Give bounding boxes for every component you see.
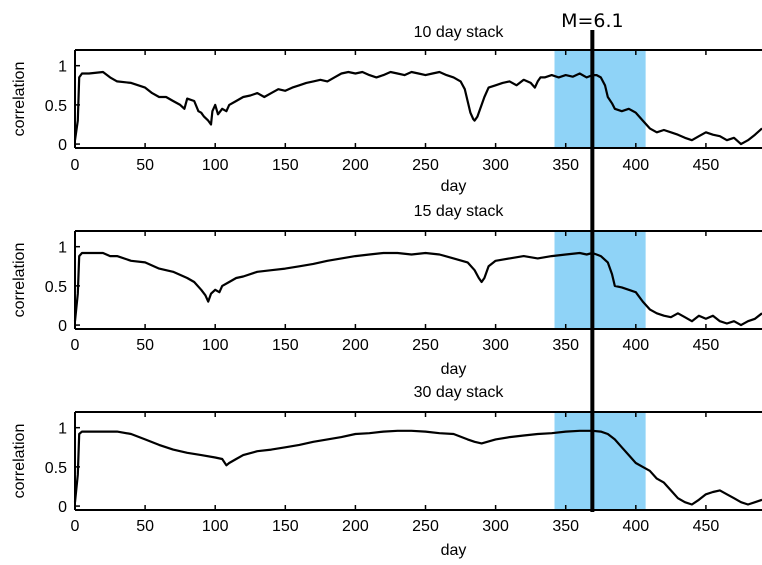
x-tick-label: 0 (71, 157, 80, 174)
y-tick-label: 0.5 (45, 279, 67, 296)
x-tick-label: 300 (482, 157, 509, 174)
y-tick-label: 1 (58, 421, 67, 438)
x-tick-label: 0 (71, 337, 80, 354)
panel-title: 30 day stack (414, 384, 505, 401)
x-tick-label: 150 (272, 337, 299, 354)
x-tick-label: 0 (71, 518, 80, 535)
event-label: M=6.1 (561, 10, 624, 32)
x-tick-label: 450 (693, 337, 720, 354)
x-tick-label: 150 (272, 157, 299, 174)
y-tick-label: 0 (58, 499, 67, 516)
series-line (73, 429, 762, 506)
x-tick-label: 50 (136, 518, 154, 535)
x-tick-label: 350 (552, 337, 579, 354)
event-window-highlights (554, 50, 646, 510)
x-tick-label: 300 (482, 518, 509, 535)
x-tick-label: 250 (412, 337, 439, 354)
panel-title: 10 day stack (414, 24, 505, 41)
y-tick-label: 0.5 (45, 98, 67, 115)
x-tick-label: 200 (342, 518, 369, 535)
y-tick-label: 0 (58, 137, 67, 154)
x-axis-label: day (441, 542, 467, 559)
y-axis-label: correlation (11, 62, 28, 137)
event-window-band (554, 231, 646, 329)
x-tick-label: 400 (622, 157, 649, 174)
x-tick-label: 400 (622, 337, 649, 354)
x-tick-label: 250 (412, 157, 439, 174)
x-tick-label: 100 (202, 518, 229, 535)
y-axis-label: correlation (11, 424, 28, 499)
x-tick-label: 400 (622, 518, 649, 535)
x-tick-label: 50 (136, 157, 154, 174)
event-window-band (554, 50, 646, 148)
x-tick-label: 100 (202, 337, 229, 354)
x-axis-label: day (441, 361, 467, 378)
x-tick-label: 200 (342, 157, 369, 174)
x-tick-label: 450 (693, 157, 720, 174)
x-tick-label: 350 (552, 157, 579, 174)
y-axis-label: correlation (11, 243, 28, 318)
x-axis-label: day (441, 178, 467, 195)
y-tick-label: 1 (58, 240, 67, 257)
panel-title: 15 day stack (414, 203, 505, 220)
chart-panel-2: 15 day stack 0 50 100 150 200 250 300 350 400 450 0… (11, 203, 762, 378)
series-line (73, 70, 762, 146)
event-window-band (554, 412, 646, 510)
x-tick-label: 300 (482, 337, 509, 354)
chart-panel-3: 30 day stack 0 50 100 150 200 250 300 350 400 450 0… (11, 384, 762, 559)
y-tick-label: 0.5 (45, 460, 67, 477)
x-tick-label: 200 (342, 337, 369, 354)
x-tick-label: 350 (552, 518, 579, 535)
chart-panel-1: 10 day stack 0 50 100 150 200 250 300 350 400 450 0… (11, 24, 762, 195)
x-tick-label: 150 (272, 518, 299, 535)
x-tick-label: 100 (202, 157, 229, 174)
y-tick-label: 1 (58, 59, 67, 76)
x-tick-label: 50 (136, 337, 154, 354)
y-tick-label: 0 (58, 318, 67, 335)
x-tick-label: 450 (693, 518, 720, 535)
series-line (73, 251, 762, 327)
x-tick-label: 250 (412, 518, 439, 535)
